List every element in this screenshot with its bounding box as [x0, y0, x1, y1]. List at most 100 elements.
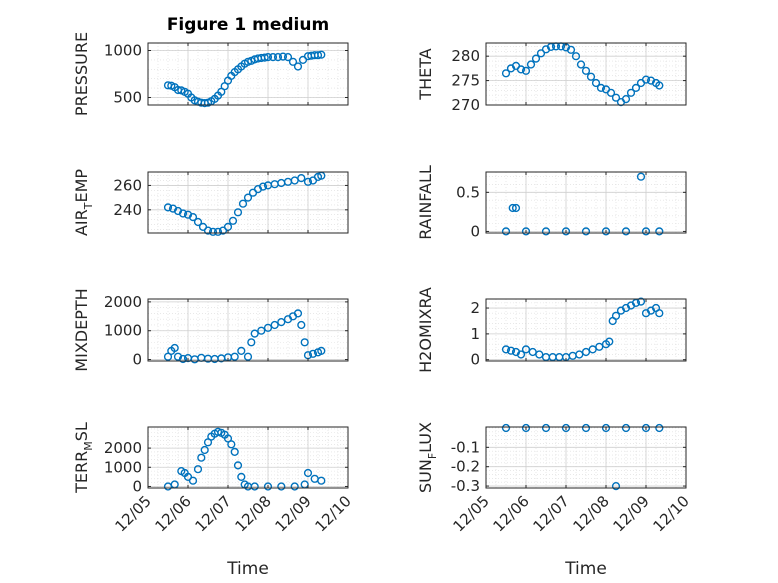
data-point: [541, 423, 551, 433]
data-point: [303, 177, 313, 186]
data-point: [621, 227, 631, 236]
data-point: [178, 354, 188, 364]
data-point: [621, 423, 631, 433]
data-point: [516, 65, 526, 74]
y-tick-label: 280: [451, 47, 480, 65]
data-point: [501, 69, 511, 78]
y-tick-label: 2000: [104, 439, 142, 457]
y-axis-label: MIXDEPTH: [72, 288, 91, 371]
data-point: [243, 352, 253, 361]
data-point: [230, 447, 239, 457]
data-point: [506, 346, 516, 355]
data-point: [260, 53, 269, 62]
data-point: [591, 78, 601, 88]
data-point: [571, 52, 581, 61]
data-point: [605, 337, 614, 346]
data-point: [581, 347, 591, 357]
data-point: [263, 482, 273, 491]
data-point: [317, 476, 326, 485]
subplot-air-temp: 240 260 AIRTEMP: [72, 169, 349, 236]
data-point: [200, 445, 209, 455]
data-point: [258, 182, 268, 191]
data-point: [178, 209, 188, 218]
data-point: [227, 440, 236, 449]
axes-box: [485, 298, 687, 362]
data-point: [611, 482, 621, 491]
data-point: [611, 311, 621, 320]
data-point: [193, 217, 203, 227]
data-point: [581, 227, 591, 236]
subplot-theta: 270 275 280 THETA: [416, 42, 687, 114]
y-tick-label: 260: [113, 176, 142, 194]
data-point: [233, 461, 243, 470]
data-point: [237, 472, 246, 482]
data-point: [601, 423, 611, 433]
y-tick-label: -0.2: [451, 458, 480, 476]
subplot-h2omixra: 0 1 2 H2OMIXRA: [416, 287, 687, 373]
data-point: [203, 226, 213, 235]
data-point: [290, 482, 299, 491]
data-point: [228, 216, 238, 225]
data-point: [213, 227, 223, 236]
subplot-rainfall: 0 0.5 RAINFALL: [416, 165, 687, 240]
data-point: [308, 349, 318, 358]
data-point: [300, 338, 309, 347]
data-point: [561, 423, 571, 433]
y-tick-label: 0.5: [456, 183, 480, 201]
axes-box: [485, 42, 687, 106]
data-point: [277, 482, 286, 491]
data-point: [193, 465, 203, 474]
data-point: [273, 52, 283, 62]
data-point: [588, 345, 597, 354]
y-tick-label: 275: [451, 72, 480, 90]
data-point: [641, 75, 651, 84]
y-tick-label: 0: [470, 351, 480, 369]
data-point: [163, 203, 173, 212]
y-tick-label: 240: [113, 201, 142, 219]
data-point: [508, 203, 517, 213]
y-axis-label: H2OMIXRA: [416, 287, 435, 373]
data-point: [250, 329, 259, 338]
y-tick-label: 0: [132, 477, 142, 495]
axes-box: [147, 426, 349, 489]
data-point: [631, 83, 641, 93]
data-point: [313, 51, 323, 60]
data-point: [293, 62, 303, 71]
data-point: [521, 423, 531, 433]
data-point: [293, 309, 303, 318]
data-point: [611, 93, 621, 102]
data-point: [521, 66, 531, 75]
data-point: [521, 345, 531, 354]
data-point: [606, 88, 616, 97]
data-point: [595, 342, 604, 351]
data-point: [173, 352, 183, 361]
data-point: [263, 52, 273, 62]
y-tick-label: 1000: [104, 322, 142, 340]
data-point: [655, 227, 664, 236]
subplot-mixdepth: 0 1000 2000 MIXDEPTH: [72, 288, 349, 372]
data-point: [511, 203, 521, 213]
data-point: [575, 350, 584, 359]
y-tick-label: 2: [470, 299, 480, 317]
data-point: [501, 345, 511, 354]
y-tick-label: 1000: [104, 42, 142, 60]
axes-box: [147, 298, 349, 362]
data-point: [263, 323, 273, 332]
data-point: [516, 350, 526, 359]
data-point: [243, 193, 253, 202]
y-tick-label: -0.1: [451, 438, 480, 456]
data-point: [621, 94, 631, 104]
y-axis-label: PRESSURE: [72, 32, 91, 116]
data-point: [297, 174, 306, 183]
data-point: [188, 476, 198, 485]
data-point: [655, 81, 664, 90]
data-point: [208, 227, 218, 236]
y-tick-label: 0: [470, 222, 480, 240]
data-point: [268, 52, 278, 62]
axes-box: [147, 171, 349, 234]
y-tick-label: 0: [132, 351, 142, 369]
data-point: [636, 297, 646, 306]
data-point: [317, 346, 326, 356]
axes-box: [485, 426, 687, 489]
